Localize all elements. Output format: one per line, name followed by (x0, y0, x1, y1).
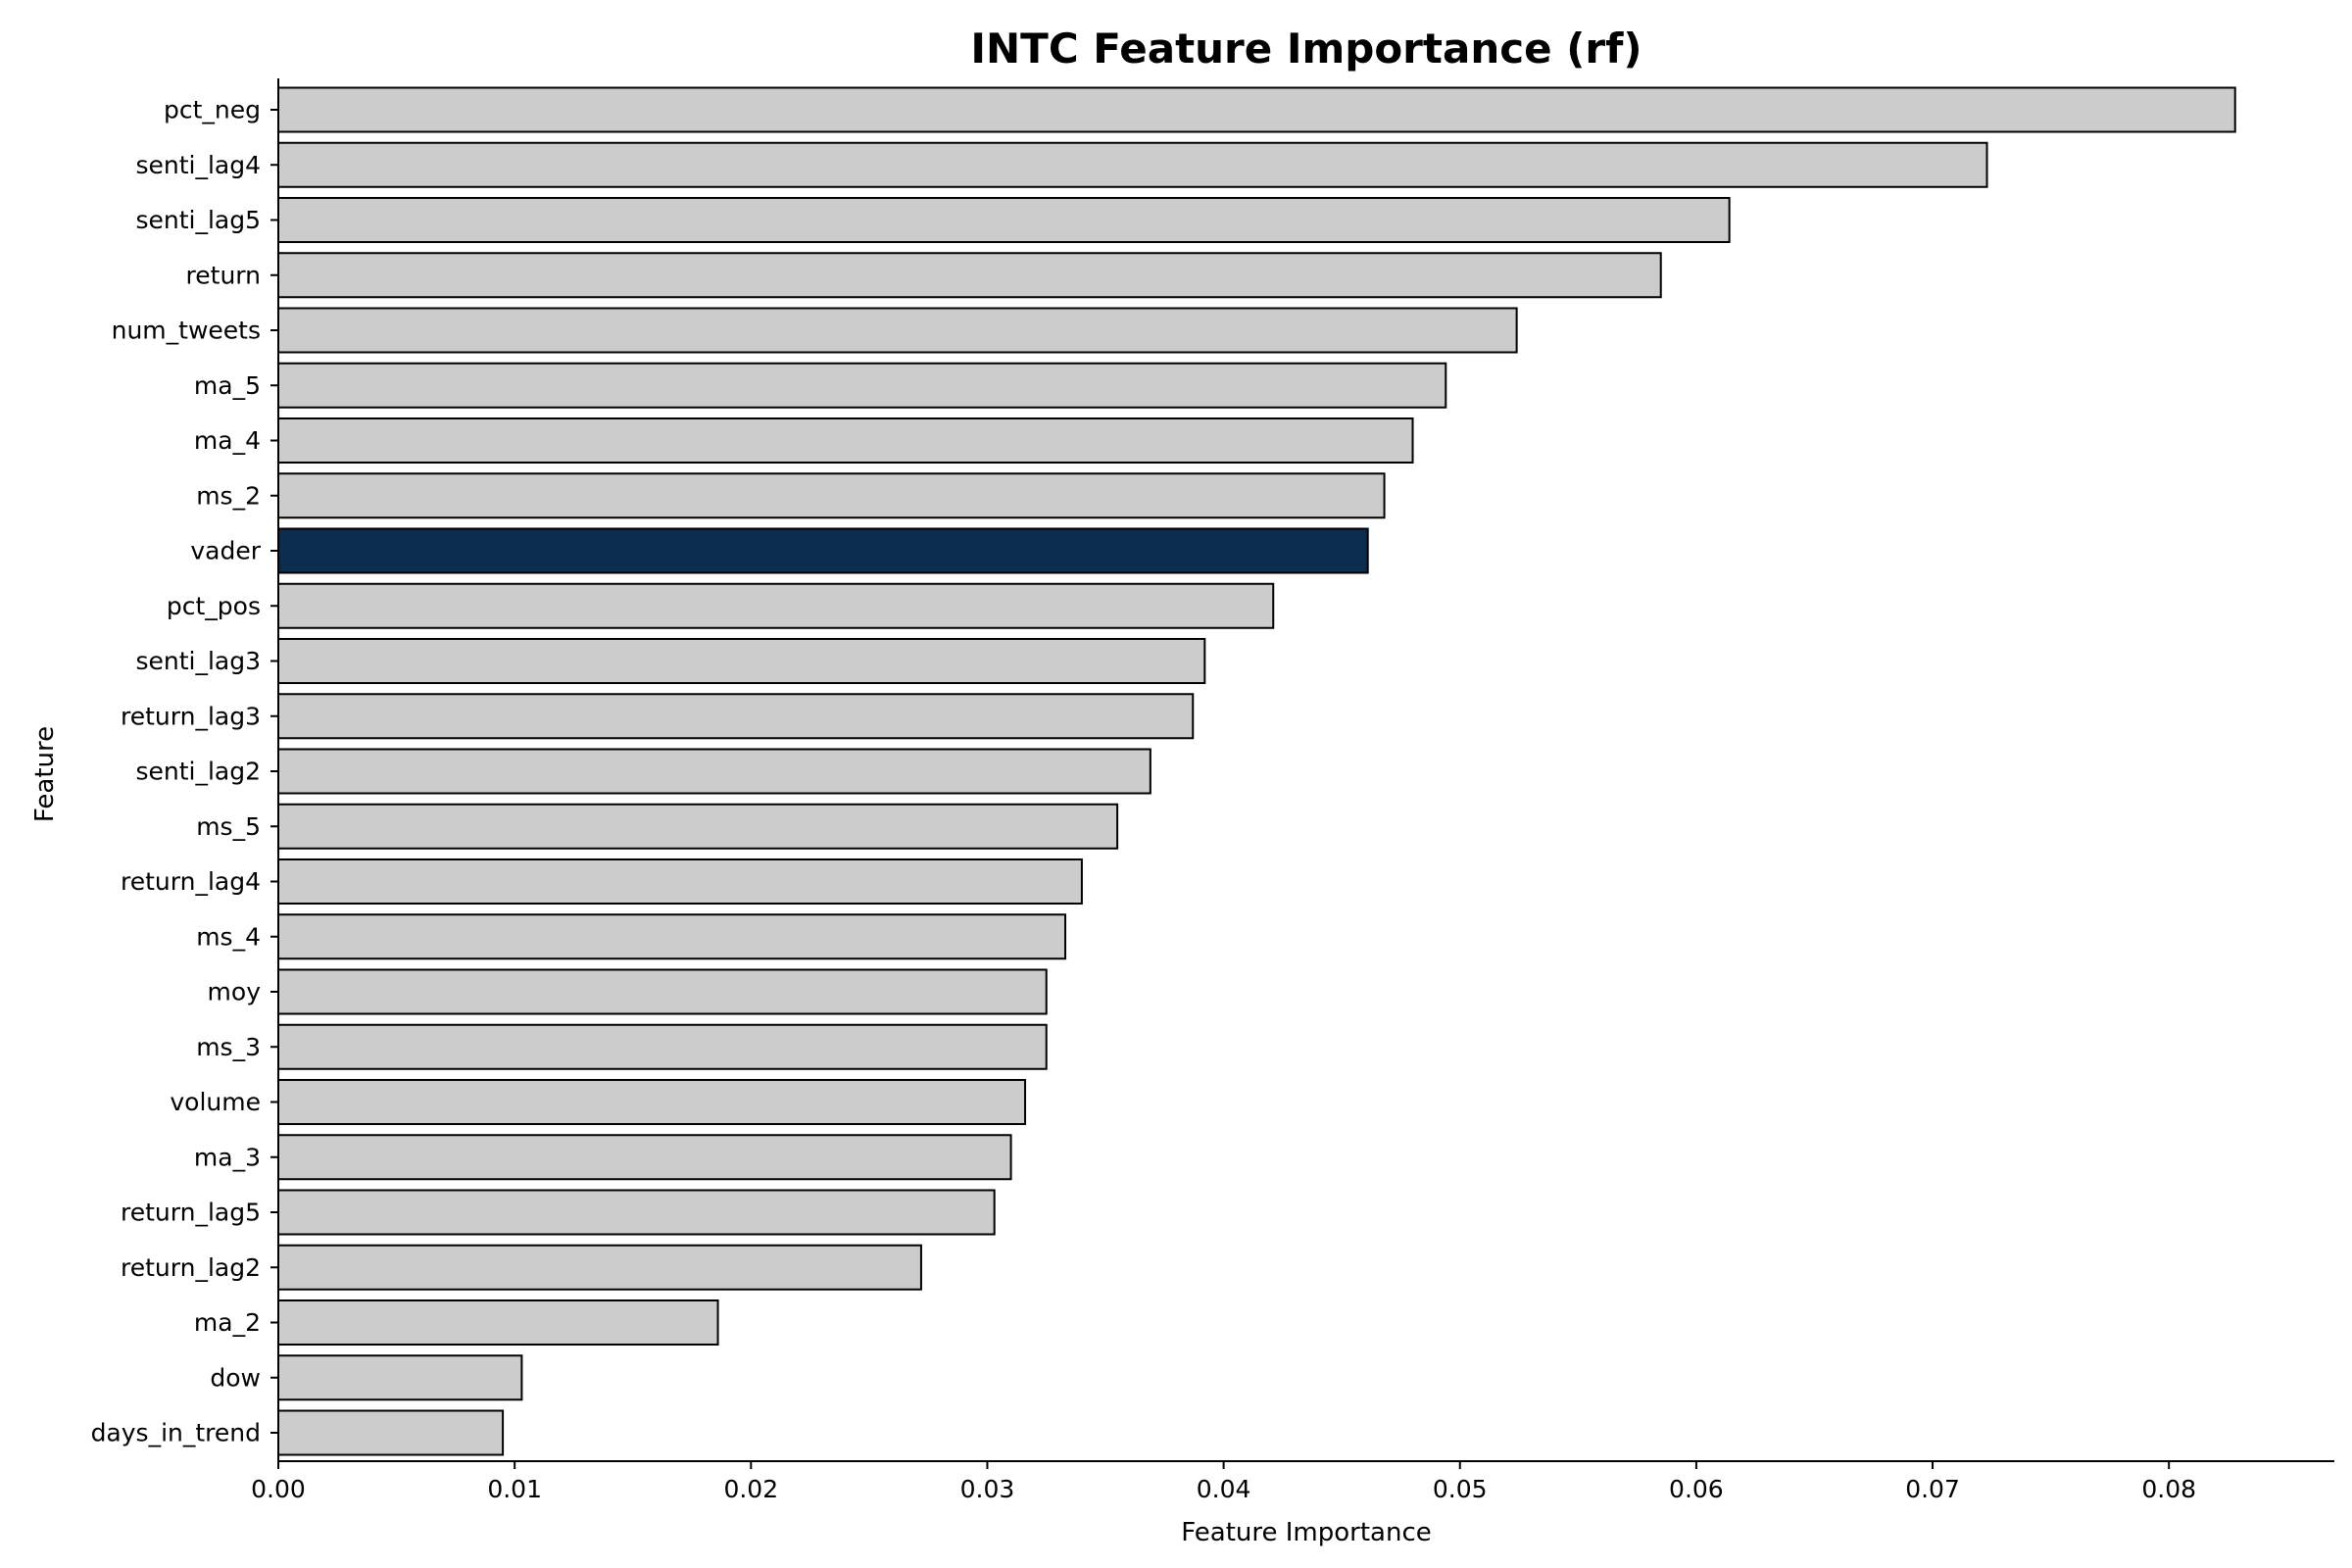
x-tick-label: 0.06 (1669, 1475, 1724, 1503)
y-tick-label: ms_5 (196, 812, 261, 841)
bar-return-lag5 (277, 1189, 996, 1236)
y-tick-label: return_lag2 (121, 1253, 261, 1282)
chart-title: INTC Feature Importance (rf) (970, 24, 1642, 73)
bar-num-tweets (277, 307, 1518, 354)
y-tick-label: ma_4 (194, 426, 261, 455)
bar-pct-pos (277, 582, 1275, 629)
y-tick-label: ms_3 (196, 1033, 261, 1061)
bar-return-lag4 (277, 858, 1083, 905)
bar-ma-5 (277, 362, 1447, 409)
bar-dow (277, 1354, 523, 1401)
bar-return-lag2 (277, 1244, 922, 1291)
x-ticks: 0.00 0.01 0.02 0.03 0.04 0.05 0.06 0.07 0.08 (251, 1461, 2196, 1503)
y-tick-label: pct_neg (164, 96, 261, 124)
bar-ma-3 (277, 1134, 1012, 1181)
y-tick-label: dow (210, 1363, 261, 1392)
bar-moy (277, 968, 1048, 1015)
x-axis-label: Feature Importance (1181, 1518, 1432, 1547)
y-tick-label: senti_lag4 (135, 151, 261, 179)
bar-days-in-trend (277, 1409, 505, 1456)
y-tick-label: senti_lag5 (135, 206, 261, 234)
bar-ms-4 (277, 913, 1067, 960)
x-tick-label: 0.02 (723, 1475, 778, 1503)
y-tick-label: moy (208, 978, 262, 1006)
bar-pct-neg (277, 86, 2236, 133)
y-tick-label: volume (170, 1088, 261, 1116)
y-tick-label: senti_lag3 (135, 647, 261, 675)
y-axis-label: Feature (30, 726, 60, 822)
bar-return (277, 252, 1662, 299)
bar-senti-lag2 (277, 748, 1152, 795)
x-tick-label: 0.04 (1197, 1475, 1251, 1503)
bar-senti-lag3 (277, 638, 1206, 684)
x-tick-label: 0.03 (960, 1475, 1015, 1503)
y-tick-label: num_tweets (112, 317, 261, 345)
x-tick-label: 0.00 (251, 1475, 306, 1503)
x-tick-label: 0.08 (2141, 1475, 2196, 1503)
x-tick-label: 0.01 (487, 1475, 542, 1503)
y-tick-label: ma_5 (194, 371, 261, 400)
bar-return-lag3 (277, 693, 1195, 740)
y-tick-label: return (186, 261, 261, 289)
x-tick-label: 0.05 (1433, 1475, 1488, 1503)
bar-senti-lag4 (277, 141, 1988, 188)
y-tick-label: days_in_trend (91, 1419, 261, 1447)
y-tick-label: ms_4 (196, 922, 261, 951)
bar-ms-3 (277, 1023, 1048, 1070)
bar-ma-4 (277, 417, 1414, 464)
y-tick-label: vader (190, 537, 261, 565)
bar-ms-2 (277, 472, 1386, 519)
y-tick-label: return_lag5 (121, 1199, 261, 1227)
x-tick-label: 0.07 (1905, 1475, 1960, 1503)
y-tick-label: return_lag4 (121, 867, 261, 896)
y-tick-label: senti_lag2 (135, 758, 261, 786)
y-tick-label: ma_3 (194, 1143, 261, 1171)
y-tick-label: ms_2 (196, 481, 261, 510)
bar-senti-lag5 (277, 197, 1731, 243)
bar-ma-2 (277, 1299, 719, 1346)
bar-ms-5 (277, 803, 1119, 850)
bar-vader (277, 527, 1369, 574)
y-tick-label: pct_pos (167, 592, 261, 620)
y-tick-label: return_lag3 (121, 702, 261, 730)
y-tick-label: ma_2 (194, 1308, 261, 1337)
bars-group (277, 86, 2236, 1456)
bar-volume (277, 1079, 1027, 1125)
